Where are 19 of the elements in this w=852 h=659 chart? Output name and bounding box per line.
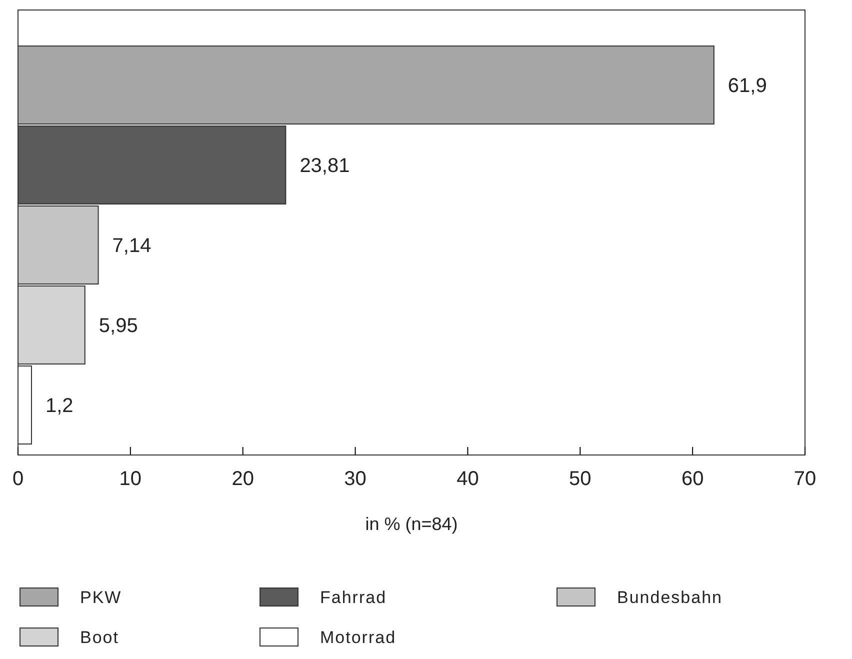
x-tick-label: 40 xyxy=(456,468,479,490)
x-tick-label: 60 xyxy=(681,468,704,490)
data-label: 23,81 xyxy=(300,155,350,177)
legend-label: Motorrad xyxy=(320,628,396,647)
x-tick-label: 70 xyxy=(794,468,816,490)
x-tick-label: 0 xyxy=(12,468,24,490)
legend-label: Fahrrad xyxy=(320,588,387,607)
legend-label: Bundesbahn xyxy=(617,588,722,607)
x-tick-label: 30 xyxy=(344,468,366,490)
data-label: 7,14 xyxy=(112,235,152,257)
x-tick-label: 50 xyxy=(569,468,592,490)
data-label: 61,9 xyxy=(728,75,767,97)
legend-label: PKW xyxy=(80,588,122,607)
data-label: 1,2 xyxy=(45,395,74,417)
x-tick-label: 20 xyxy=(232,468,254,490)
x-tick-label: 10 xyxy=(119,468,142,490)
data-label: 5,95 xyxy=(98,315,138,337)
x-axis-title: in % (n=84) xyxy=(365,514,458,534)
legend-label: Boot xyxy=(80,628,119,647)
